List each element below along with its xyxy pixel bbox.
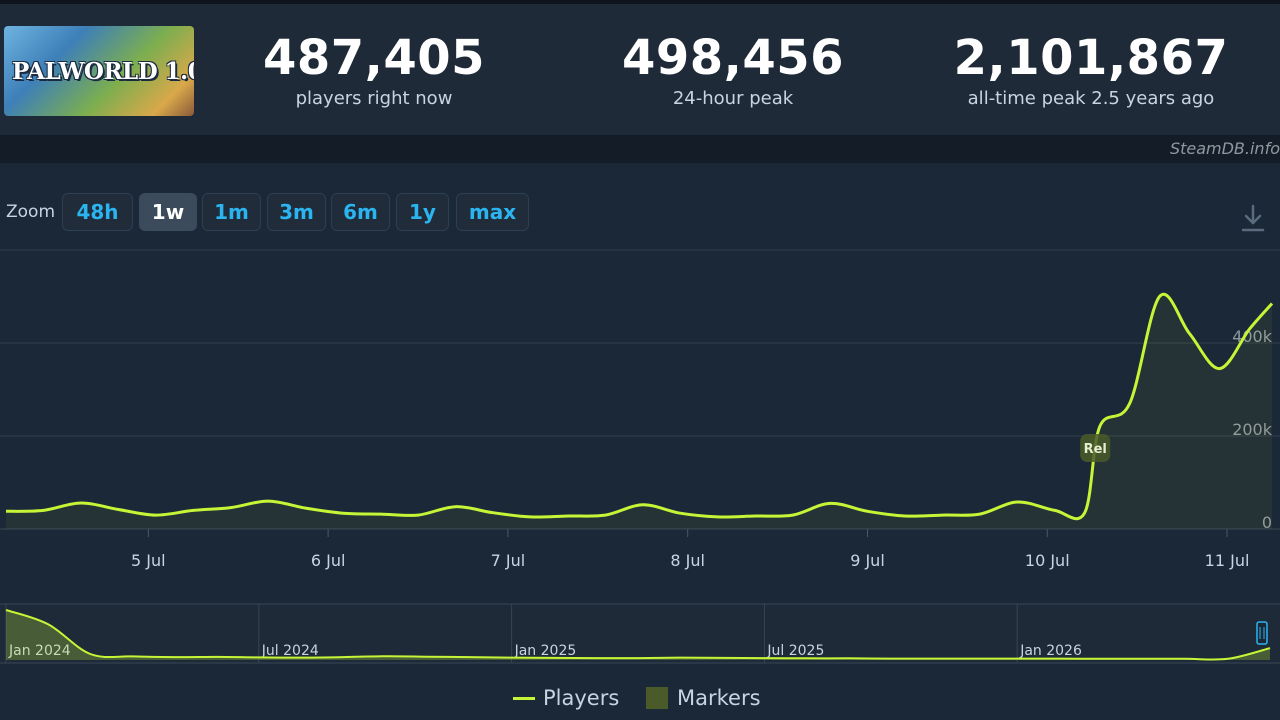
download-icon[interactable] <box>1240 203 1266 233</box>
stats-header: PALWORLD 1.0 487,405 players right now 4… <box>0 4 1280 135</box>
zoom-max-button[interactable]: max <box>456 193 529 231</box>
players-area-fill <box>6 294 1272 529</box>
zoom-3m-button[interactable]: 3m <box>267 193 326 231</box>
x-tick-label: 10 Jul <box>1025 551 1070 570</box>
x-tick-label: 7 Jul <box>491 551 526 570</box>
release-marker-label: Rel <box>1084 442 1107 457</box>
zoom-1w-button[interactable]: 1w <box>139 193 197 231</box>
navigator-tick-label: Jan 2024 <box>8 643 71 659</box>
x-tick-label: 8 Jul <box>670 551 705 570</box>
stat-all-time-peak: 2,101,867 all-time peak 2.5 years ago <box>946 30 1236 112</box>
y-tick-label: 200k <box>1232 420 1273 439</box>
y-tick-label: 0 <box>1262 513 1272 532</box>
x-tick-label: 5 Jul <box>131 551 166 570</box>
game-logo: PALWORLD 1.0 <box>12 58 194 85</box>
stat-current-players: 487,405 players right now <box>234 30 514 112</box>
zoom-48h-button[interactable]: 48h <box>62 193 133 231</box>
x-tick-label: 11 Jul <box>1205 551 1250 570</box>
peak-24h-value: 498,456 <box>621 30 845 86</box>
all-time-peak-label: all-time peak 2.5 years ago <box>967 88 1215 109</box>
all-time-peak-value: 2,101,867 <box>953 30 1229 86</box>
navigator-tick-label: Jul 2024 <box>261 643 319 659</box>
zoom-1m-button[interactable]: 1m <box>202 193 261 231</box>
navigator-tick-label: Jan 2025 <box>514 643 577 659</box>
steamdb-credit[interactable]: SteamDB.info <box>1169 139 1280 158</box>
zoom-6m-button[interactable]: 6m <box>331 193 390 231</box>
current-players-value: 487,405 <box>262 30 486 86</box>
navigator-background <box>0 604 1280 664</box>
players-series-line <box>5 292 1274 521</box>
sub-bar: SteamDB.info <box>0 135 1280 163</box>
peak-24h-label: 24-hour peak <box>672 88 794 109</box>
x-tick-label: 6 Jul <box>311 551 346 570</box>
legend-markers-label: Markers <box>677 686 761 710</box>
navigator-tick-label: Jul 2025 <box>766 643 824 659</box>
zoom-1y-button[interactable]: 1y <box>396 193 449 231</box>
navigator-tick-label: Jan 2026 <box>1019 643 1082 659</box>
current-players-label: players right now <box>295 88 453 109</box>
legend-players-label: Players <box>543 686 620 710</box>
markers-flag-swatch <box>646 687 668 709</box>
game-capsule-image[interactable]: PALWORLD 1.0 <box>4 26 194 116</box>
players-line-swatch <box>513 696 535 700</box>
navigator-chart[interactable]: Jan 2024 Jul 2024 Jan 2025 Jul 2025 Jan 2026 <box>0 600 1280 666</box>
x-tick-label: 9 Jul <box>850 551 885 570</box>
stat-24h-peak: 498,456 24-hour peak <box>593 30 873 112</box>
top-strip <box>0 0 1280 4</box>
zoom-label: Zoom <box>6 202 56 222</box>
navigator-series-line <box>5 609 1271 661</box>
release-marker-flag <box>1080 434 1111 462</box>
legend-players[interactable]: Players <box>513 686 619 710</box>
chart-legend: Players Markers <box>0 686 1280 716</box>
navigator-range-handle <box>1256 621 1268 645</box>
legend-markers[interactable]: Markers <box>646 686 761 710</box>
